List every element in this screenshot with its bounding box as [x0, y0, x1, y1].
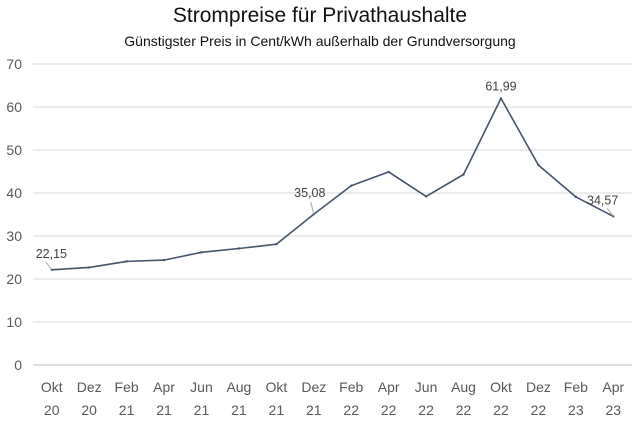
data-point — [87, 266, 91, 269]
x-tick-label-year: 21 — [194, 402, 210, 418]
data-point — [237, 247, 241, 250]
data-label-leader — [45, 261, 53, 271]
data-point — [125, 260, 128, 263]
chart-subtitle: Günstigster Preis in Cent/kWh außerhalb … — [124, 33, 516, 49]
x-tick-label-month: Apr — [602, 379, 624, 395]
data-label: 61,99 — [485, 79, 516, 93]
y-tick-label: 20 — [6, 271, 22, 287]
x-tick-label-year: 21 — [119, 402, 135, 418]
data-point — [200, 251, 203, 254]
x-tick-label-month: Apr — [378, 379, 400, 395]
x-tick-label-month: Aug — [226, 379, 251, 395]
x-tick-label-year: 21 — [231, 402, 247, 418]
y-tick-label: 70 — [6, 56, 22, 72]
data-point — [275, 242, 278, 246]
x-tick-label-year: 22 — [493, 402, 509, 418]
data-label: 35,08 — [294, 186, 325, 200]
data-point — [162, 258, 166, 262]
x-tick-label-month: Dez — [301, 379, 326, 395]
data-point — [462, 173, 465, 176]
x-tick-label-year: 22 — [418, 402, 434, 418]
data-point — [537, 163, 540, 167]
y-tick-label: 40 — [6, 185, 22, 201]
x-tick-label-month: Okt — [265, 379, 287, 395]
x-tick-label-year: 21 — [306, 402, 322, 418]
x-tick-label-year: 22 — [343, 402, 359, 418]
x-tick-label-month: Aug — [451, 379, 476, 395]
y-tick-label: 30 — [6, 228, 22, 244]
data-label-leader — [606, 208, 614, 217]
x-tick-label-month: Dez — [526, 379, 551, 395]
data-label: 22,15 — [36, 247, 67, 261]
x-tick-label-year: 21 — [156, 402, 172, 418]
x-tick-label-month: Okt — [490, 379, 512, 395]
x-tick-label-year: 22 — [456, 402, 472, 418]
x-tick-label-month: Jun — [415, 379, 438, 395]
x-tick-label-year: 22 — [531, 402, 547, 418]
series-line — [51, 97, 614, 271]
data-point — [387, 170, 390, 174]
data-point — [499, 97, 503, 100]
x-tick-label-year: 23 — [568, 402, 584, 418]
x-tick-label-month: Feb — [115, 379, 139, 395]
y-tick-label: 60 — [6, 99, 22, 115]
x-tick-label-month: Feb — [339, 379, 363, 395]
data-point — [574, 195, 578, 199]
data-label: 34,57 — [587, 193, 618, 207]
x-tick-label-month: Apr — [153, 379, 175, 395]
y-tick-label: 0 — [14, 357, 22, 373]
y-tick-label: 50 — [6, 142, 22, 158]
chart-title: Strompreise für Privathaushalte — [172, 4, 468, 27]
data-point — [424, 195, 428, 198]
x-tick-label-year: 20 — [81, 402, 97, 418]
x-tick-label-year: 21 — [269, 402, 285, 418]
y-tick-label: 10 — [6, 314, 22, 330]
data-point — [350, 184, 353, 187]
x-tick-label-year: 23 — [605, 402, 621, 418]
data-label-leader — [310, 202, 315, 215]
x-tick-label-month: Feb — [564, 379, 588, 395]
x-tick-label-year: 20 — [44, 402, 60, 418]
x-tick-label-year: 22 — [381, 402, 397, 418]
x-tick-label-month: Jun — [190, 379, 213, 395]
x-tick-label-month: Okt — [41, 379, 63, 395]
x-tick-label-month: Dez — [77, 379, 102, 395]
